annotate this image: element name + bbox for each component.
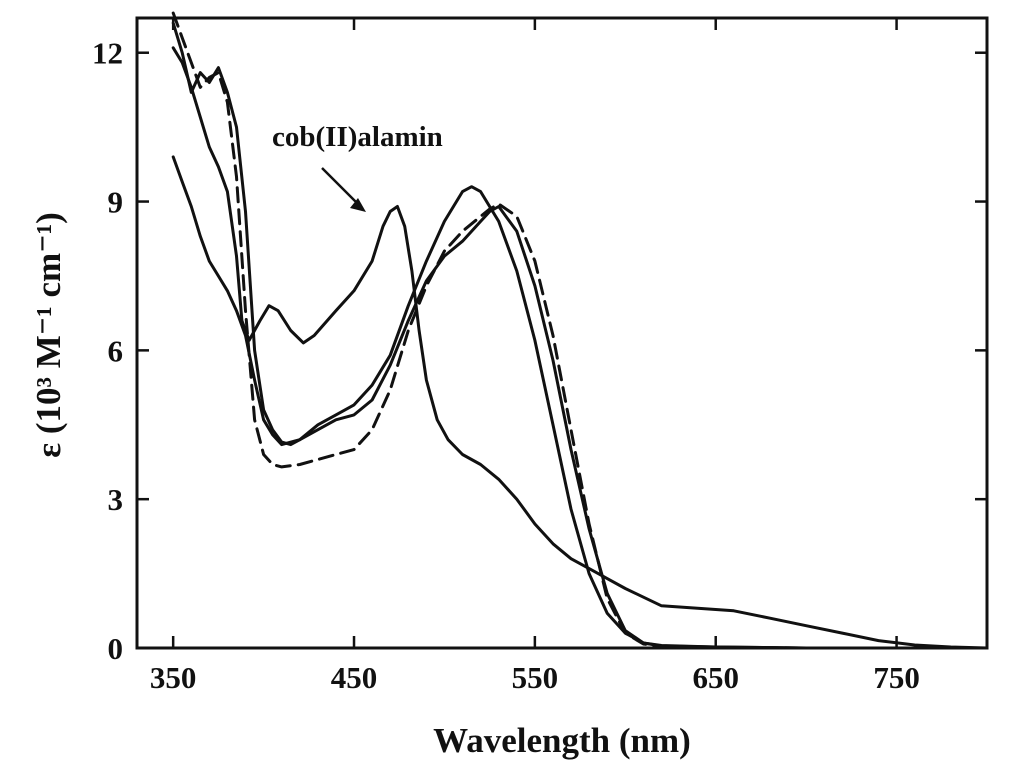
x-axis-title: Wavelength (nm): [433, 721, 691, 760]
x-tick-label: 450: [331, 660, 378, 695]
x-tick-label: 350: [150, 660, 197, 695]
annotation-arrowhead: [350, 198, 366, 212]
x-tick-label: 550: [512, 660, 559, 695]
y-tick-label: 12: [92, 36, 123, 71]
x-tick-label: 650: [692, 660, 739, 695]
axis-ticks: 350 450 550 650 750 0 3 6 9 12: [92, 18, 987, 695]
annotation-label: cob(II)alamin: [272, 121, 443, 153]
series-layer: [171, 11, 989, 650]
series-line-1: [171, 46, 989, 650]
y-tick-label: 3: [108, 482, 124, 517]
y-tick-label: 6: [108, 333, 124, 368]
annotation-layer: cob(II)alamin: [272, 121, 443, 212]
plot-frame: [135, 16, 989, 650]
series-line-2: [171, 21, 989, 650]
series-line-4-dashed: [171, 11, 989, 650]
series-line-3: [171, 155, 989, 650]
y-tick-label: 0: [108, 631, 124, 666]
x-tick-label: 750: [873, 660, 920, 695]
y-tick-label: 9: [108, 185, 124, 220]
y-axis-title: ε (10³ M⁻¹ cm⁻¹): [29, 212, 68, 458]
